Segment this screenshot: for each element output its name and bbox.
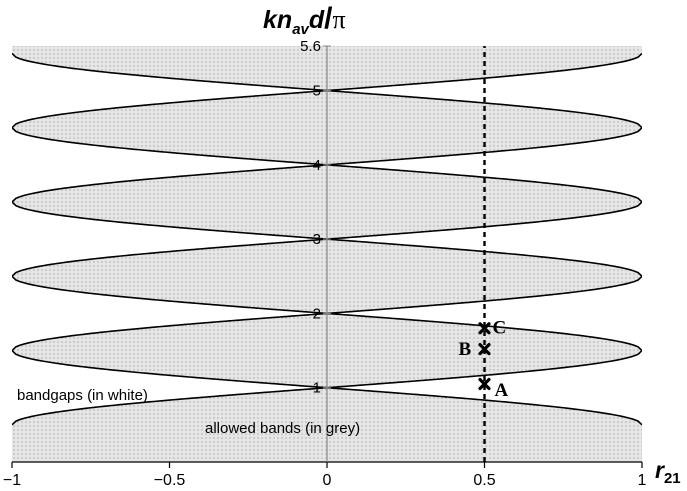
- x-axis-label: r21: [655, 457, 681, 487]
- y-label-sub: av: [292, 21, 310, 38]
- point-A-cross: [478, 377, 491, 391]
- point-label-A: A: [495, 380, 509, 401]
- y-tick-label: 4: [313, 157, 321, 174]
- y-tick-label: 3: [313, 231, 321, 248]
- annotation-allowed-bands: allowed bands (in grey): [205, 420, 360, 437]
- point-C: C: [478, 317, 507, 338]
- x-tick-label: 0.5: [473, 472, 495, 489]
- point-B: B: [459, 339, 491, 360]
- x-label-sub: 21: [664, 470, 681, 487]
- y-label-slash: /: [324, 2, 333, 35]
- point-label-C: C: [493, 317, 507, 338]
- x-tick-label: 1: [638, 472, 647, 489]
- y-label-pi: π: [333, 5, 346, 34]
- y-tick-label: 5.6: [300, 38, 321, 55]
- y-label-d: d: [309, 6, 325, 34]
- annotation-bandgaps: bandgaps (in white): [17, 387, 148, 404]
- bandgap-2: [12, 276, 642, 351]
- point-label-B: B: [459, 339, 472, 360]
- x-tick-label: −0.5: [154, 472, 186, 489]
- y-tick-label: 1: [313, 380, 321, 397]
- x-label-r: r: [655, 457, 665, 483]
- point-C-cross: [478, 322, 491, 335]
- marked-points: A BC: [459, 317, 509, 401]
- y-label-n: n: [277, 6, 292, 34]
- x-tick-label: 0: [323, 472, 332, 489]
- x-tick-label: −1: [3, 472, 21, 489]
- y-tick-label: 5: [313, 83, 321, 100]
- point-A: A: [478, 377, 509, 401]
- y-tick-label: 2: [313, 305, 321, 322]
- y-label-k: k: [263, 6, 278, 34]
- tick-labels: −1 −0.5 0 0.5 1 1 2 3 4 5 5.6: [3, 38, 647, 489]
- y-axis-label: knavd/π: [263, 2, 346, 38]
- point-B-cross: [478, 342, 491, 356]
